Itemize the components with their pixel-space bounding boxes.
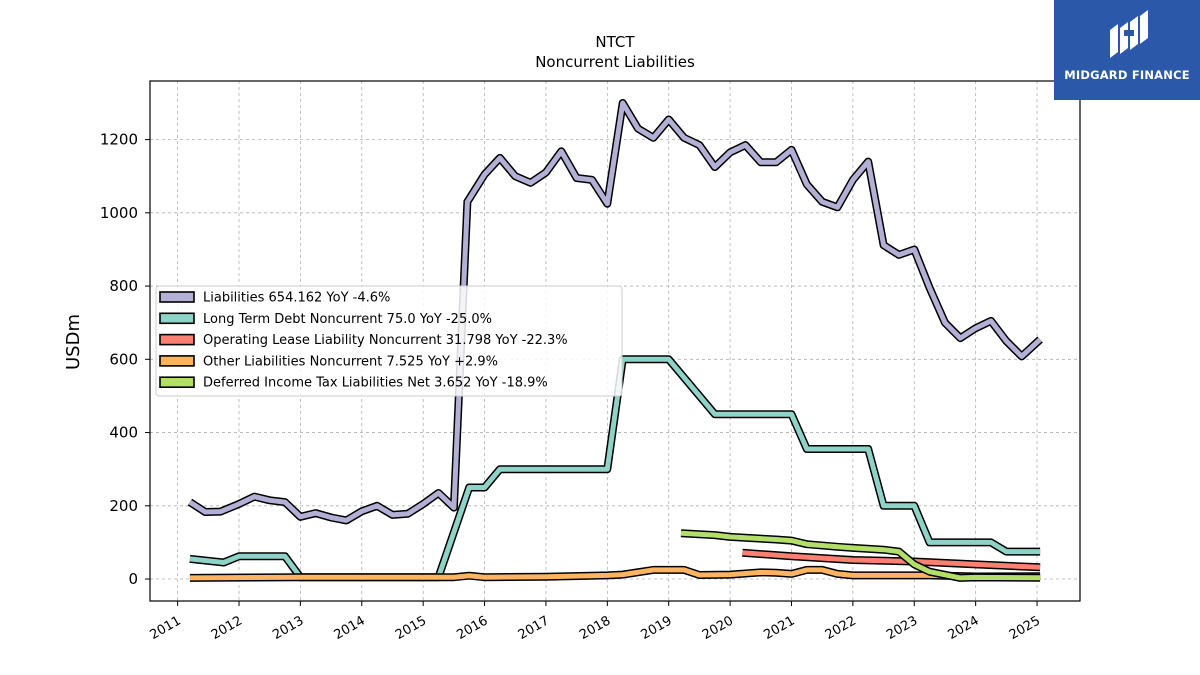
series-line — [680, 530, 1041, 581]
logo-mark-icon — [1110, 10, 1148, 58]
x-tick-label: 2011 — [147, 613, 183, 643]
series-layer — [187, 99, 1043, 582]
series-line — [189, 356, 1041, 580]
plot-frame — [149, 80, 1081, 602]
chart-subtitle: Noncurrent Liabilities — [535, 53, 695, 71]
x-tick-label: 2017 — [516, 613, 552, 643]
y-axis: 0 200 400 600 800 1000 1200 — [100, 131, 150, 588]
legend-entry: Operating Lease Liability Noncurrent 31.… — [203, 333, 568, 348]
y-axis-label: USDm — [63, 314, 84, 370]
series-line — [742, 550, 1041, 570]
chart-title: NTCT — [595, 33, 635, 51]
legend-swatch — [159, 312, 195, 325]
x-tick-label: 2012 — [209, 613, 245, 643]
legend: Liabilities 654.162 YoY -4.6% Long Term D… — [155, 285, 623, 397]
x-tick-label: 2023 — [884, 613, 920, 643]
legend-entry: Liabilities 654.162 YoY -4.6% — [203, 291, 390, 306]
series-line — [188, 100, 1042, 523]
y-tick-label: 1000 — [100, 204, 138, 222]
legend-entry: Other Liabilities Noncurrent 7.525 YoY +… — [203, 354, 498, 369]
legend-swatch — [159, 333, 195, 346]
y-tick-label: 600 — [109, 350, 138, 368]
y-tick-label: 400 — [109, 424, 138, 442]
brand-name: MIDGARD FINANCE — [1064, 68, 1190, 82]
x-tick-label: 2021 — [761, 613, 797, 643]
x-tick-label: 2016 — [454, 613, 490, 643]
x-tick-label: 2014 — [332, 613, 368, 643]
legend-entry: Long Term Debt Noncurrent 75.0 YoY -25.0… — [203, 312, 492, 327]
y-tick-label: 1200 — [100, 131, 138, 149]
y-tick-label: 0 — [128, 570, 138, 588]
legend-box — [155, 285, 623, 397]
x-tick-label: 2025 — [1007, 613, 1043, 643]
legend-swatch — [159, 355, 195, 367]
legend-swatch — [159, 376, 195, 389]
series-line — [189, 567, 1041, 581]
x-tick-label: 2013 — [270, 613, 306, 643]
y-tick-label: 200 — [109, 497, 138, 515]
x-tick-label: 2019 — [639, 613, 675, 643]
legend-entry: Deferred Income Tax Liabilities Net 3.65… — [203, 376, 548, 391]
brand-logo: MIDGARD FINANCE — [1054, 0, 1200, 100]
x-tick-label: 2024 — [945, 613, 981, 643]
x-tick-label: 2018 — [577, 613, 613, 643]
x-tick-label: 2022 — [823, 613, 859, 643]
legend-swatch — [159, 291, 195, 303]
x-tick-label: 2015 — [393, 613, 429, 643]
x-axis: 2011 2012 2013 2014 2015 2016 2017 2018 2019 2020… — [147, 601, 1043, 643]
y-tick-label: 800 — [109, 277, 138, 295]
x-tick-label: 2020 — [700, 613, 736, 643]
